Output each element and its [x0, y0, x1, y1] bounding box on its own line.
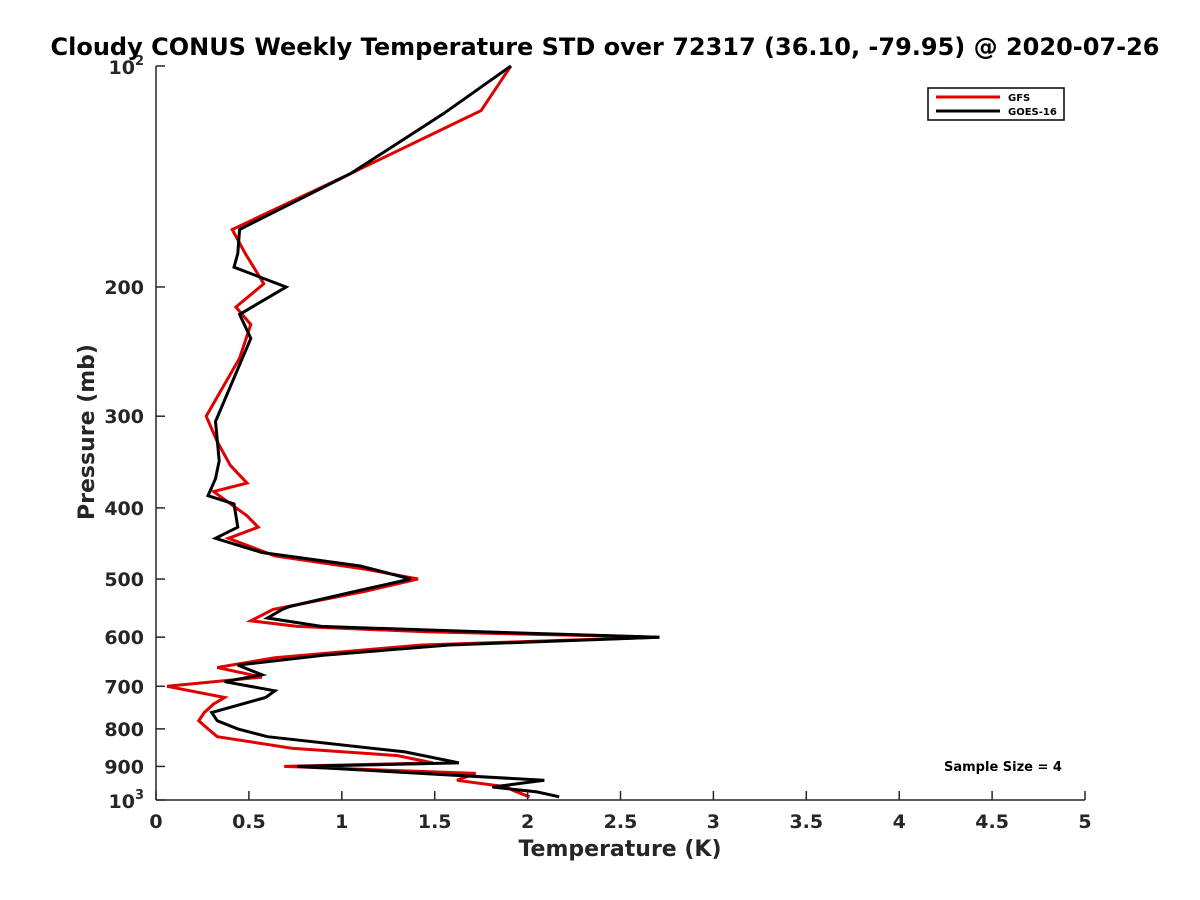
y-tick-label: 500 [104, 569, 144, 591]
sample-size-annotation: Sample Size = 4 [944, 760, 1062, 775]
y-tick-label: 900 [104, 756, 144, 778]
legend-box [927, 87, 1065, 121]
plot-area [166, 64, 660, 799]
y-tick-label: 102 [109, 54, 145, 79]
y-tick-label: 103 [109, 788, 145, 813]
y-tick-label: 600 [104, 627, 144, 649]
y-tick-exponent: 3 [135, 788, 144, 803]
y-axis-label: Pressure (mb) [75, 344, 100, 520]
y-tick-label: 300 [104, 406, 144, 428]
legend: GFS GOES-16 [927, 87, 1065, 121]
x-tick-label: 2.5 [604, 811, 638, 833]
y-tick-base: 10 [109, 791, 135, 813]
x-tick-label: 3.5 [789, 811, 823, 833]
chart-title: Cloudy CONUS Weekly Temperature STD over… [51, 33, 1160, 61]
legend-entry: GFS [1008, 93, 1030, 104]
x-tick-label: 4.5 [975, 811, 1009, 833]
x-tick-label: 4 [893, 811, 906, 833]
x-axis-ticks: 0 0.5 1 1.5 2 2.5 3 3.5 4 4.5 5 [149, 791, 1092, 833]
legend-entry: GOES-16 [1008, 107, 1057, 118]
x-tick-label: 0 [149, 811, 162, 833]
x-tick-label: 1 [335, 811, 348, 833]
y-tick-label: 200 [104, 277, 144, 299]
x-tick-label: 3 [707, 811, 720, 833]
y-tick-label: 800 [104, 719, 144, 741]
y-tick-base: 10 [109, 57, 135, 79]
x-tick-label: 5 [1078, 811, 1091, 833]
series-line-goes-16 [205, 64, 660, 799]
series-line-gfs [166, 65, 660, 799]
x-tick-label: 1.5 [418, 811, 452, 833]
x-tick-label: 0.5 [232, 811, 266, 833]
x-tick-label: 2 [521, 811, 534, 833]
x-axis-label: Temperature (K) [518, 837, 721, 862]
y-tick-label: 400 [104, 498, 144, 520]
y-tick-exponent: 2 [135, 54, 144, 69]
y-tick-label: 700 [104, 676, 144, 698]
